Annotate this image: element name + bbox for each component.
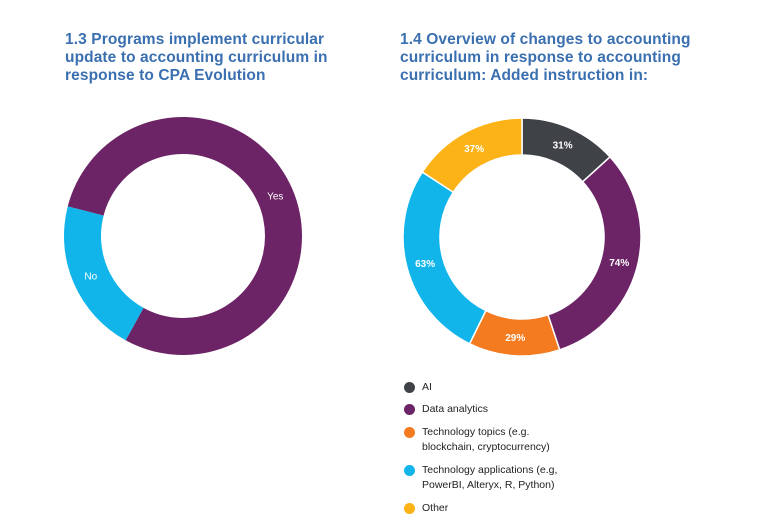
legend-swatch [404,503,415,514]
legend-label: Technology topics (e.g. [422,426,530,438]
legend-swatch [404,427,415,438]
legend-swatch [404,382,415,393]
legend-label: Technology applications (e.g, [422,464,558,476]
legend-item-data-analytics: Data analytics [404,402,664,417]
slice-data-analytics [547,155,642,351]
legend-item-ai: AI [404,380,664,395]
legend-item-technology-topics-e-g-blockchain-cryptocurrency: Technology topics (e.g. blockchain, crypt… [404,425,664,455]
legend-label: Data analytics [422,403,488,415]
slice-technology-topics-e-g-blockchain-cryptocurrency [468,309,561,357]
legend-label: Other [422,502,449,514]
slice-label-technology-topics-e-g-blockchain-cryptocurrency: 29% [505,333,525,344]
slice-technology-applications-e-g-powerbi-alteryx-r-python [402,171,487,345]
slice-ai [521,117,612,183]
legend-item-other: Other [404,501,664,516]
legend-item-technology-applications-e-g-powerbi-alteryx-r-python: Technology applications (e.g, PowerBI, Al… [404,463,664,493]
legend-label: PowerBI, Alteryx, R, Python) [422,479,555,491]
slice-label-data-analytics: 74% [609,258,629,269]
slice-yes [67,116,302,356]
slice-label-no: No [84,271,97,282]
chart-title-programs: 1.3 Programs implement curricular update… [65,31,328,84]
legend-swatch [404,404,415,415]
slice-label-other: 37% [464,144,484,155]
slice-other [421,117,523,194]
legend: AI Data analytics Technology topics (e.g. b… [404,380,664,524]
slice-label-ai: 31% [553,141,573,152]
legend-label: blockchain, cryptocurrency) [422,441,550,453]
legend-label: AI [422,381,432,393]
legend-swatch [404,465,415,476]
slice-label-technology-applications-e-g-powerbi-alteryx-r-python: 63% [415,259,435,270]
slice-no [63,206,144,341]
chart-title-changes: 1.4 Overview of changes to accounting cu… [400,31,691,84]
slice-label-yes: Yes [267,192,283,203]
